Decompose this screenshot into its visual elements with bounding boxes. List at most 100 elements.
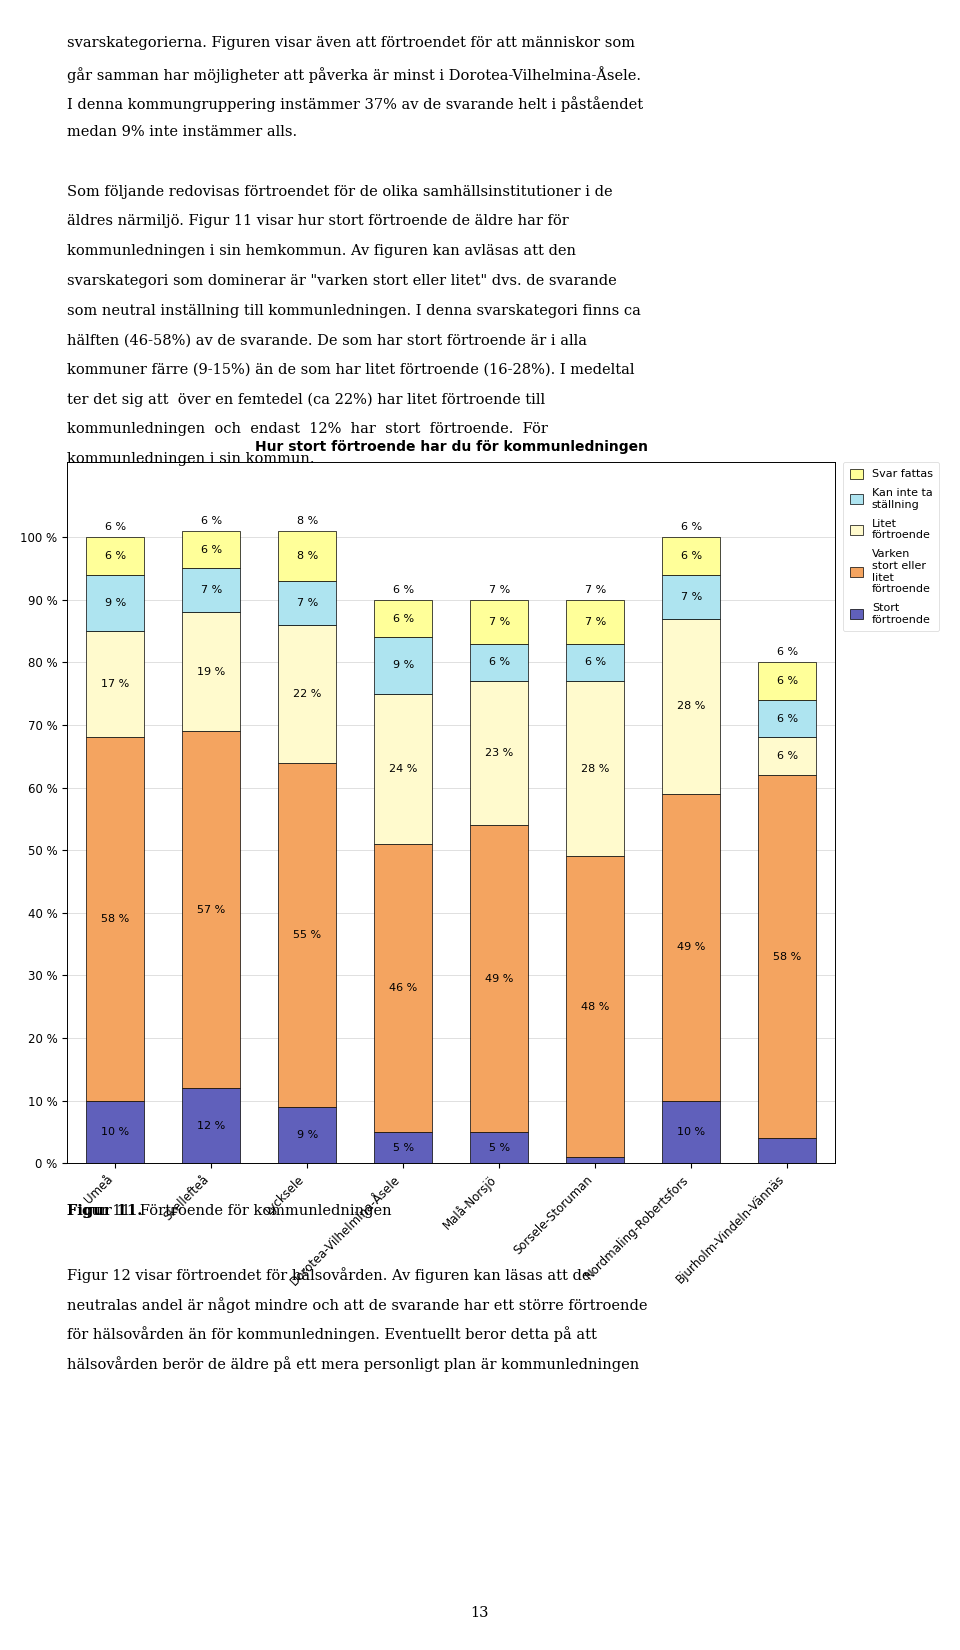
Text: 6 %: 6 % (393, 584, 414, 594)
Text: Figur 11. Förtroende för kommunledningen: Figur 11. Förtroende för kommunledningen (67, 1204, 392, 1218)
Bar (662, 574, 720, 619)
Text: 17 %: 17 % (101, 680, 130, 690)
Text: 48 %: 48 % (581, 1002, 610, 1011)
Bar (278, 531, 336, 581)
Text: 9 %: 9 % (393, 660, 414, 670)
Bar (470, 599, 528, 644)
Bar (566, 644, 624, 681)
Text: 6 %: 6 % (201, 516, 222, 526)
Bar (758, 662, 816, 700)
Text: svarskategorierna. Figuren visar även att förtroendet för att människor som: svarskategorierna. Figuren visar även at… (67, 36, 636, 50)
Bar (758, 738, 816, 776)
Text: 9 %: 9 % (105, 597, 126, 607)
Text: 5 %: 5 % (393, 1142, 414, 1153)
Text: 7 %: 7 % (489, 617, 510, 627)
Text: kommuner färre (9-15%) än de som har litet förtroende (16-28%). I medeltal: kommuner färre (9-15%) än de som har lit… (67, 363, 635, 376)
Text: 58 %: 58 % (101, 914, 130, 924)
Text: Som följande redovisas förtroendet för de olika samhällsinstitutioner i de: Som följande redovisas förtroendet för d… (67, 185, 612, 198)
Text: 24 %: 24 % (389, 764, 418, 774)
Bar (182, 569, 240, 612)
Text: 10 %: 10 % (101, 1127, 130, 1137)
Text: 7 %: 7 % (489, 584, 510, 594)
Text: 5 %: 5 % (489, 1142, 510, 1153)
Text: kommunledningen i sin hemkommun. Av figuren kan avläsas att den: kommunledningen i sin hemkommun. Av figu… (67, 244, 576, 257)
Bar (182, 1087, 240, 1163)
Text: äldres närmiljö. Figur 11 visar hur stort förtroende de äldre har för: äldres närmiljö. Figur 11 visar hur stor… (67, 214, 569, 228)
Text: 7 %: 7 % (585, 617, 606, 627)
Bar (86, 630, 144, 738)
Text: 7 %: 7 % (297, 597, 318, 607)
Bar (86, 1101, 144, 1163)
Bar (374, 843, 432, 1132)
Text: Figur 11.: Figur 11. (67, 1204, 142, 1218)
Text: 6 %: 6 % (681, 521, 702, 531)
Legend: Svar fattas, Kan inte ta
ställning, Litet
förtroende, Varken
stort eller
litet
f: Svar fattas, Kan inte ta ställning, Lite… (843, 462, 940, 632)
Text: 58 %: 58 % (773, 952, 802, 962)
Bar (758, 700, 816, 738)
Bar (86, 574, 144, 630)
Bar (86, 738, 144, 1101)
Text: 6 %: 6 % (777, 714, 798, 724)
Bar (278, 625, 336, 762)
Text: 49 %: 49 % (485, 974, 514, 983)
Text: 12 %: 12 % (197, 1120, 226, 1130)
Text: 57 %: 57 % (197, 904, 226, 914)
Text: 49 %: 49 % (677, 942, 706, 952)
Bar (470, 644, 528, 681)
Text: 6 %: 6 % (681, 551, 702, 561)
Bar (374, 599, 432, 637)
Bar (470, 1132, 528, 1163)
Text: 46 %: 46 % (389, 983, 418, 993)
Text: 28 %: 28 % (677, 701, 706, 711)
Text: 7 %: 7 % (681, 592, 702, 602)
Text: Figur 12 visar förtroendet för hälsovården. Av figuren kan läsas att de: Figur 12 visar förtroendet för hälsovård… (67, 1267, 590, 1284)
Bar (758, 1138, 816, 1163)
Bar (278, 581, 336, 625)
Text: 6 %: 6 % (201, 544, 222, 554)
Text: 6 %: 6 % (777, 647, 798, 657)
Bar (374, 693, 432, 843)
Bar (374, 1132, 432, 1163)
Text: 6 %: 6 % (393, 614, 414, 624)
Text: 13: 13 (470, 1607, 490, 1620)
Bar (566, 1157, 624, 1163)
Text: medan 9% inte instämmer alls.: medan 9% inte instämmer alls. (67, 125, 298, 139)
Text: för hälsovården än för kommunledningen. Eventuellt beror detta på att: för hälsovården än för kommunledningen. … (67, 1327, 597, 1343)
Bar (566, 599, 624, 644)
Text: I denna kommungruppering instämmer 37% av de svarande helt i påståendet: I denna kommungruppering instämmer 37% a… (67, 96, 643, 112)
Text: 6 %: 6 % (585, 657, 606, 667)
Text: 6 %: 6 % (105, 551, 126, 561)
Text: kommunledningen i sin kommun.: kommunledningen i sin kommun. (67, 452, 315, 465)
Bar (470, 681, 528, 825)
Text: 9 %: 9 % (297, 1130, 318, 1140)
Title: Hur stort förtroende har du för kommunledningen: Hur stort förtroende har du för kommunle… (254, 441, 648, 454)
Bar (758, 776, 816, 1138)
Text: 10 %: 10 % (677, 1127, 706, 1137)
Bar (86, 538, 144, 574)
Bar (470, 825, 528, 1132)
Text: 55 %: 55 % (293, 929, 322, 940)
Text: 6 %: 6 % (777, 676, 798, 686)
Text: 8 %: 8 % (297, 551, 318, 561)
Text: 28 %: 28 % (581, 764, 610, 774)
Text: 6 %: 6 % (489, 657, 510, 667)
Text: ter det sig att  över en femtedel (ca 22%) har litet förtroende till: ter det sig att över en femtedel (ca 22%… (67, 393, 545, 408)
Bar (662, 619, 720, 794)
Bar (566, 681, 624, 856)
Bar (278, 1107, 336, 1163)
Bar (374, 637, 432, 693)
Text: 22 %: 22 % (293, 688, 322, 698)
Bar (182, 612, 240, 731)
Text: 7 %: 7 % (585, 584, 606, 594)
Bar (182, 731, 240, 1087)
Text: svarskategori som dominerar är "varken stort eller litet" dvs. de svarande: svarskategori som dominerar är "varken s… (67, 274, 617, 287)
Text: 19 %: 19 % (197, 667, 226, 676)
Text: 6 %: 6 % (105, 521, 126, 531)
Text: 23 %: 23 % (485, 747, 514, 757)
Bar (662, 1101, 720, 1163)
Text: hälften (46-58%) av de svarande. De som har stort förtroende är i alla: hälften (46-58%) av de svarande. De som … (67, 333, 588, 346)
Bar (182, 531, 240, 569)
Bar (278, 762, 336, 1107)
Bar (662, 538, 720, 574)
Text: som neutral inställning till kommunledningen. I denna svarskategori finns ca: som neutral inställning till kommunledni… (67, 304, 641, 317)
